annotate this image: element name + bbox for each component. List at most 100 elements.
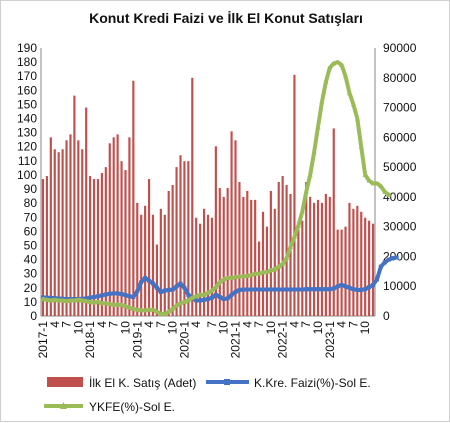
faiz-point <box>390 256 395 261</box>
bar <box>293 74 296 316</box>
bar <box>368 220 371 316</box>
legend-label-bar: İlk El K. Satış (Adet) <box>89 376 196 390</box>
ykfe-point <box>319 99 325 104</box>
x-tick-label: 7 <box>60 321 74 328</box>
bar <box>89 176 92 316</box>
bar <box>195 217 198 316</box>
x-tick-label: 2020-1 <box>177 321 191 359</box>
bar <box>171 184 174 316</box>
right-tick-label: 0 <box>383 309 390 323</box>
ykfe-point <box>64 298 70 304</box>
faiz-point <box>127 294 132 299</box>
faiz-point <box>135 289 140 294</box>
ykfe-point <box>150 307 156 312</box>
bar <box>100 173 103 316</box>
faiz-point <box>264 287 269 292</box>
faiz-point <box>147 278 152 283</box>
faiz-point <box>296 287 301 292</box>
ykfe-point <box>71 297 77 303</box>
faiz-point <box>367 285 372 290</box>
chart-title: Konut Kredi Faizi ve İlk El Konut Satışl… <box>89 10 363 26</box>
right-tick-label: 30000 <box>383 220 417 234</box>
faiz-point <box>166 287 171 292</box>
faiz-point <box>95 294 100 299</box>
faiz-point <box>88 295 93 300</box>
bar <box>132 80 135 316</box>
bar <box>96 179 100 316</box>
bar <box>77 140 80 316</box>
x-tick-label: 10 <box>217 321 231 335</box>
faiz-point <box>312 287 317 292</box>
right-tick-label: 10000 <box>383 279 417 293</box>
x-tick-label: 2017-1 <box>36 321 50 359</box>
faiz-point <box>229 292 234 297</box>
bar <box>285 184 288 316</box>
faiz-point <box>241 287 246 292</box>
ykfe-point <box>213 284 219 290</box>
faiz-point <box>257 287 262 292</box>
ykfe-point <box>248 272 254 278</box>
left-tick-label: 0 <box>30 309 37 323</box>
ykfe-point <box>146 307 152 312</box>
ykfe-point <box>221 276 227 282</box>
bar <box>301 220 304 316</box>
ykfe-point <box>386 192 392 197</box>
bar <box>175 167 178 316</box>
faiz-point <box>253 287 258 292</box>
bar <box>328 196 331 316</box>
left-tick-label: 20 <box>24 281 38 295</box>
bar <box>120 161 123 316</box>
bar <box>73 95 76 317</box>
ykfe-point <box>272 266 278 272</box>
left-tick-label: 60 <box>24 224 38 238</box>
faiz-point <box>154 285 159 290</box>
faiz-point <box>162 288 167 293</box>
x-tick-label: 7 <box>154 321 168 328</box>
ykfe-point <box>119 302 125 307</box>
ykfe-point <box>162 311 168 316</box>
ykfe-point <box>177 300 183 306</box>
faiz-point <box>107 291 112 296</box>
ykfe-point <box>350 101 356 107</box>
ykfe-point <box>217 279 223 285</box>
bar <box>214 146 217 316</box>
bar <box>136 202 139 316</box>
right-tick-label: 50000 <box>383 160 417 174</box>
ykfe-point <box>256 271 262 276</box>
ykfe-point <box>229 275 235 280</box>
ykfe-point <box>174 302 180 308</box>
ykfe-point <box>48 297 54 303</box>
faiz-point <box>335 284 340 289</box>
ykfe-point <box>233 274 239 280</box>
ykfe-point <box>181 299 187 304</box>
ykfe-point <box>343 73 349 79</box>
bar <box>364 217 367 316</box>
bar <box>297 226 300 316</box>
bar <box>269 190 272 316</box>
bar <box>309 196 312 316</box>
ykfe-point <box>311 149 317 155</box>
bar <box>277 182 280 316</box>
ykfe-point <box>240 274 246 279</box>
ykfe-point <box>166 309 172 314</box>
faiz-point <box>182 285 187 290</box>
ykfe-point <box>67 297 73 303</box>
ykfe-point <box>362 172 368 177</box>
left-tick-label: 130 <box>17 126 37 140</box>
bar <box>147 179 151 316</box>
faiz-point <box>48 295 53 300</box>
x-tick-label: 2021-1 <box>229 321 243 359</box>
bar <box>179 155 182 316</box>
faiz-point <box>280 287 285 292</box>
faiz-point <box>103 292 108 297</box>
ykfe-point <box>95 299 101 304</box>
ykfe-point <box>307 172 313 177</box>
bar <box>332 128 335 316</box>
legend-label-ykfe: YKFE(%)-Sol E. <box>89 400 175 414</box>
bar <box>242 196 245 316</box>
faiz-point <box>111 291 116 296</box>
ykfe-point <box>339 62 345 67</box>
bar <box>356 205 359 316</box>
right-tick-label: 40000 <box>383 190 417 204</box>
bar <box>85 107 88 316</box>
